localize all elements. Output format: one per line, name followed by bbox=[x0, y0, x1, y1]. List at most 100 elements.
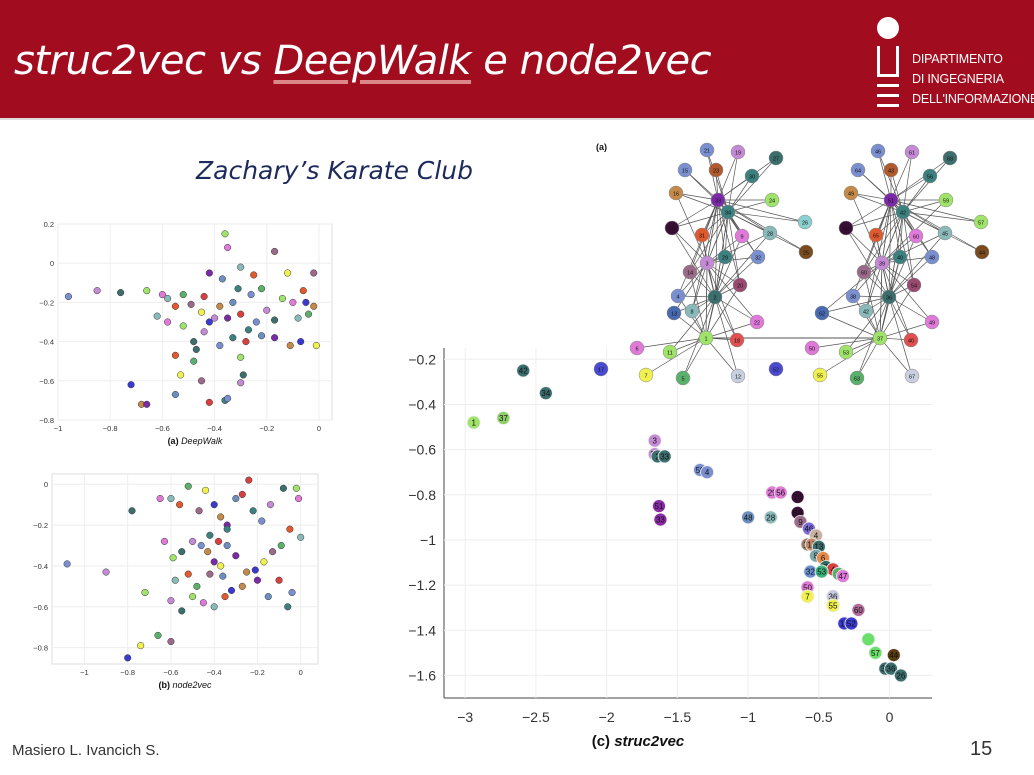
node-marker bbox=[942, 150, 958, 166]
graph-edge bbox=[881, 262, 933, 323]
data-point bbox=[154, 631, 162, 639]
graph-node: 20 bbox=[732, 277, 748, 293]
graph-edge bbox=[881, 232, 946, 264]
graph-node: 8 bbox=[684, 303, 700, 319]
data-point bbox=[224, 314, 232, 322]
graph-node: 32 bbox=[750, 249, 766, 265]
graph-node: 57 bbox=[973, 214, 989, 230]
node-marker bbox=[593, 361, 609, 377]
data-point bbox=[197, 377, 206, 385]
node-marker bbox=[710, 192, 726, 208]
node-label: 17 bbox=[598, 368, 604, 374]
node-label: 49 bbox=[848, 192, 854, 198]
data-point bbox=[292, 484, 300, 492]
x-tick-label: −0.5 bbox=[805, 709, 833, 725]
node-label: 34 bbox=[725, 211, 731, 217]
graph-edge bbox=[888, 232, 946, 298]
y-tick-label: 0.2 bbox=[44, 220, 54, 229]
data-point bbox=[271, 316, 279, 324]
graph-node: 39 bbox=[874, 255, 890, 271]
data-point bbox=[200, 292, 208, 301]
graph-node: 25 bbox=[798, 244, 814, 260]
node-marker bbox=[732, 277, 748, 293]
point-marker bbox=[741, 510, 756, 525]
data-point bbox=[278, 294, 286, 303]
node-marker bbox=[699, 142, 715, 158]
graph-edge bbox=[881, 199, 892, 264]
point-label: 10 bbox=[793, 493, 802, 502]
data-point bbox=[205, 318, 213, 326]
graph-edge bbox=[865, 199, 892, 312]
data-point bbox=[93, 287, 101, 295]
university-logo-icon bbox=[877, 17, 899, 107]
data-point bbox=[189, 537, 197, 545]
graph-node: 51 bbox=[883, 192, 899, 208]
point-marker bbox=[886, 648, 901, 662]
graph-edge bbox=[706, 262, 758, 323]
x-tick-label: −0.4 bbox=[207, 424, 222, 433]
node-marker bbox=[744, 168, 760, 184]
department-logo: DIPARTIMENTO DI INGEGNERIA DELL'INFORMAZ… bbox=[874, 16, 1034, 112]
y-tick-label: −0.4 bbox=[33, 562, 48, 571]
data-point bbox=[237, 379, 245, 387]
point-label: 34 bbox=[541, 389, 550, 398]
plot-area bbox=[51, 473, 319, 665]
graph-edge bbox=[671, 227, 708, 264]
point-marker bbox=[851, 603, 866, 617]
graph-node: 31 bbox=[694, 227, 710, 243]
node-label: 5 bbox=[681, 377, 684, 383]
slide-header: struc2vec vs DeepWalk e node2vec DIPARTI… bbox=[0, 0, 1034, 120]
node-label: 20 bbox=[737, 284, 743, 290]
node-marker bbox=[698, 330, 714, 346]
graph-edge bbox=[902, 157, 951, 213]
node-marker bbox=[845, 288, 861, 304]
point-label: 57 bbox=[871, 649, 880, 658]
node-marker bbox=[670, 288, 686, 304]
node-label: 45 bbox=[942, 232, 948, 238]
graph-edge bbox=[714, 296, 739, 377]
data-point: 1 bbox=[466, 415, 481, 430]
node-marker bbox=[904, 368, 920, 384]
data-point: 7 bbox=[800, 589, 815, 604]
y-tick-label: −0.8 bbox=[408, 487, 436, 503]
deepwalk-scatter-chart: −1 −0.8 −0.6 −0.4 −0.2 00.20−0.2−0.4−0.6−0.8(… bbox=[39, 220, 333, 446]
graph-edge bbox=[706, 211, 729, 264]
data-point bbox=[164, 318, 172, 326]
data-point bbox=[297, 533, 305, 541]
data-point bbox=[218, 275, 226, 283]
graph-edge bbox=[727, 211, 741, 286]
data-point bbox=[242, 338, 250, 346]
node-marker bbox=[843, 185, 859, 201]
y-tick-label: −0.6 bbox=[408, 442, 436, 458]
data-point bbox=[102, 568, 110, 576]
x-tick-label: 0 bbox=[299, 668, 303, 677]
node-marker bbox=[922, 168, 938, 184]
data-point bbox=[269, 548, 277, 556]
title-part-1: struc2vec vs bbox=[14, 38, 274, 84]
data-point bbox=[137, 642, 145, 650]
graph-edge bbox=[863, 211, 904, 273]
data-point: 48 bbox=[741, 510, 756, 525]
node-marker bbox=[720, 204, 736, 220]
point-label: 6 bbox=[821, 554, 826, 563]
node-marker bbox=[874, 255, 890, 271]
node-marker bbox=[707, 289, 723, 305]
graph-node: 59 bbox=[938, 192, 954, 208]
graph-node: 67 bbox=[904, 368, 920, 384]
department-line-1: DIPARTIMENTO bbox=[912, 52, 1003, 66]
node-marker bbox=[638, 367, 654, 383]
node-marker bbox=[750, 249, 766, 265]
data-point bbox=[253, 576, 261, 584]
node-label: 48 bbox=[929, 256, 935, 262]
data-point: 26 bbox=[893, 668, 908, 683]
graph-node: 65 bbox=[868, 227, 884, 243]
data-point bbox=[176, 501, 184, 509]
data-point bbox=[204, 548, 212, 556]
data-point bbox=[210, 558, 218, 566]
data-point bbox=[221, 593, 229, 601]
data-point bbox=[294, 314, 302, 322]
graph-edge bbox=[865, 262, 883, 312]
x-tick-label: −2.5 bbox=[522, 709, 550, 725]
graph-edge bbox=[727, 211, 806, 223]
node-label: 51 bbox=[888, 199, 894, 205]
